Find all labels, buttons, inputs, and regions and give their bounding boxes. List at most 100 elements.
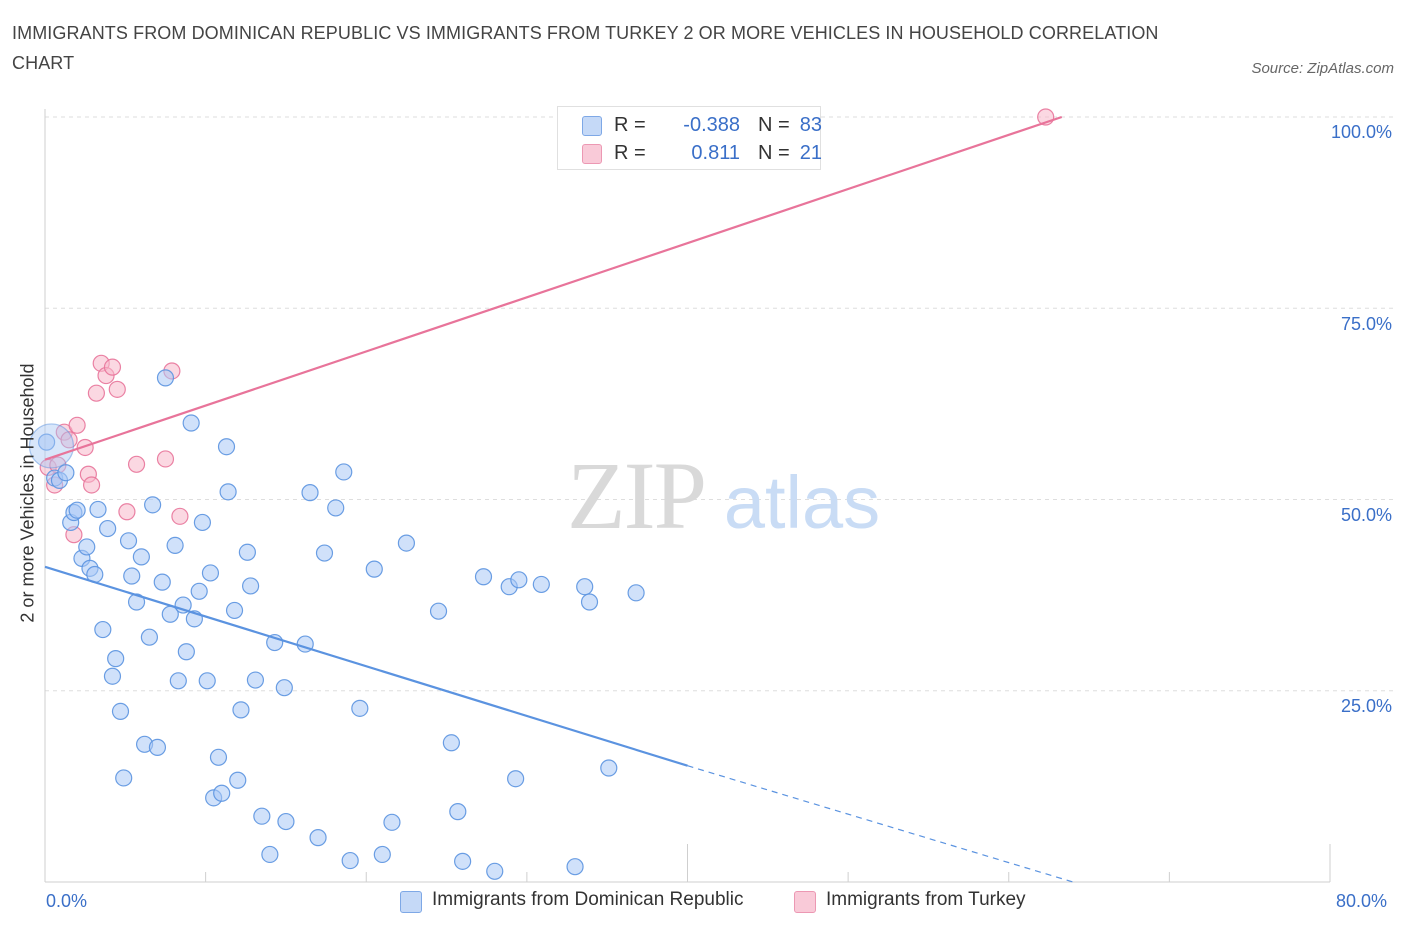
point-dominican: [156, 369, 175, 387]
axes: [44, 109, 1331, 883]
point-dominican: [219, 483, 237, 501]
point-dominican: [532, 575, 550, 594]
point-dominican: [277, 812, 295, 831]
x-tick-label-min: 0.0%: [46, 891, 88, 911]
point-dominican: [327, 499, 345, 517]
source-label: Source: ZipAtlas.com: [1251, 60, 1394, 77]
point-turkey: [127, 455, 146, 473]
point-turkey: [171, 507, 189, 525]
point-turkey: [156, 450, 175, 468]
point-dominican: [580, 593, 599, 611]
point-dominican: [94, 620, 112, 639]
watermark-atlas: atlas: [724, 461, 880, 544]
point-turkey: [76, 438, 94, 457]
point-dominican: [507, 770, 525, 788]
point-turkey: [87, 384, 106, 402]
correlation-legend: R = -0.388 N = 83 R = 0.811 N = 21: [557, 106, 822, 170]
point-dominican: [365, 560, 383, 578]
point-dominican: [148, 738, 167, 756]
point-dominican: [442, 734, 460, 752]
legend-n-value: 21: [799, 142, 822, 164]
y-tick-label: 100.0%: [1330, 122, 1392, 142]
point-dominican: [115, 769, 133, 787]
legend-r-label: R =: [614, 114, 646, 136]
point-dominican: [166, 536, 184, 555]
point-dominican: [169, 672, 187, 690]
point-dominican: [246, 671, 265, 689]
point-turkey: [68, 416, 86, 434]
point-dominican: [275, 679, 293, 697]
point-turkey: [108, 380, 126, 398]
point-dominican: [57, 464, 75, 482]
point-dominican: [198, 672, 216, 690]
point-dominican: [127, 593, 146, 611]
point-dominican: [78, 538, 96, 556]
point-dominican: [315, 544, 334, 562]
watermark-zip: ZIP: [567, 442, 705, 549]
point-dominican: [99, 519, 117, 538]
point-dominican: [301, 484, 319, 502]
trend-line-turkey: [44, 115, 1063, 461]
data-points: [28, 108, 1055, 880]
legend-n-value: 83: [799, 114, 822, 136]
point-dominican: [474, 568, 493, 586]
chart-title: IMMIGRANTS FROM DOMINICAN REPUBLIC VS IM…: [12, 23, 1159, 73]
point-dominican: [229, 771, 247, 789]
point-dominican: [261, 845, 279, 864]
point-dominican: [182, 414, 200, 432]
point-dominican: [140, 628, 159, 646]
bottom-legend-label-turkey: Immigrants from Turkey: [826, 889, 1026, 910]
point-dominican: [238, 543, 256, 561]
point-dominican: [119, 532, 138, 550]
point-dominican: [397, 534, 416, 552]
legend-n-label: N =: [758, 142, 790, 164]
point-dominican: [232, 701, 250, 719]
point-dominican: [510, 571, 528, 589]
x-tick-label-max: 80.0%: [1336, 891, 1388, 911]
legend-r-value: 0.811: [691, 142, 740, 164]
point-dominican: [201, 564, 220, 582]
point-dominican: [123, 567, 141, 585]
point-turkey: [103, 358, 122, 376]
point-dominican: [429, 602, 448, 620]
y-tick-label: 75.0%: [1340, 314, 1392, 334]
point-dominican: [28, 423, 75, 469]
point-dominican: [144, 496, 162, 514]
legend-n-label: N =: [758, 114, 790, 136]
point-dominican: [38, 433, 56, 451]
point-dominican: [107, 650, 125, 668]
legend-r-label: R =: [614, 142, 646, 164]
point-dominican: [153, 573, 171, 591]
point-dominican: [253, 807, 271, 825]
y-axis-label: 2 or more Vehicles in Household: [17, 363, 38, 623]
y-tick-label: 50.0%: [1340, 505, 1392, 525]
point-dominican: [309, 829, 327, 847]
point-dominican: [351, 699, 369, 717]
point-dominican: [454, 852, 472, 870]
legend-swatch-dominican: [582, 116, 602, 136]
point-dominican: [68, 501, 86, 519]
point-dominican: [383, 813, 401, 831]
point-dominican: [225, 601, 244, 620]
point-dominican: [89, 500, 107, 519]
point-dominican: [103, 667, 122, 685]
point-dominican: [486, 862, 504, 880]
grid-lines: [45, 116, 1395, 692]
point-dominican: [193, 513, 212, 532]
point-dominican: [373, 845, 391, 864]
point-dominican: [111, 702, 130, 721]
point-dominican: [449, 803, 467, 821]
point-dominican: [190, 582, 208, 600]
point-dominican: [566, 858, 584, 876]
point-turkey: [118, 503, 136, 521]
point-dominican: [213, 784, 231, 802]
point-turkey: [82, 476, 101, 494]
legend-r-value: -0.388: [683, 114, 740, 136]
point-dominican: [242, 577, 260, 595]
point-dominican: [341, 851, 359, 870]
point-dominican: [209, 748, 228, 766]
point-dominican: [177, 643, 195, 661]
bottom-legend-swatch-dominican: [400, 891, 422, 913]
point-dominican: [217, 438, 236, 456]
